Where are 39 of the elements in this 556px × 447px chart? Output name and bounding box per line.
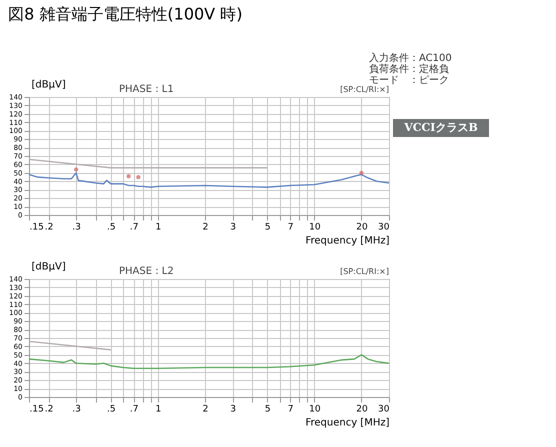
x-tick-label: 5	[264, 404, 271, 414]
x-tick-label: 3	[230, 222, 236, 232]
x-tick-label: 2	[202, 222, 208, 232]
x-tick-label: 2	[202, 404, 208, 414]
text: モード ：ピーク	[369, 75, 449, 86]
text: 負荷条件：定格負	[369, 63, 449, 75]
text: VCCIクラスB	[403, 121, 478, 134]
x-tick-label: 10	[309, 404, 321, 414]
x-tick-label: .2	[44, 222, 54, 232]
x-tick-label: 3	[230, 404, 236, 414]
y-axis-title: [dBμV]	[32, 80, 66, 90]
y-axis-title: [dBμV]	[32, 262, 66, 272]
x-tick-label: 7	[288, 222, 294, 232]
text: 入力条件：AC100	[369, 52, 452, 64]
text: [SP:CL/RI:×]	[340, 267, 389, 276]
x-tick-label: .15	[30, 222, 44, 232]
x-tick-label: .3	[72, 404, 81, 414]
x-axis-title: Frequency [MHz]	[305, 236, 390, 246]
chart-subtitle: PHASE : L1	[119, 84, 174, 95]
x-tick-label: 10	[309, 222, 321, 232]
x-tick-label: .5	[107, 404, 116, 414]
text: [SP:CL/RI:×]	[340, 85, 389, 94]
x-tick-label: .5	[107, 222, 116, 232]
x-tick-label: 1	[156, 222, 162, 232]
x-tick-label: 30	[378, 404, 390, 414]
x-tick-label: 1	[156, 404, 162, 414]
x-tick-label: 20	[356, 404, 368, 414]
x-tick-label: 7	[288, 404, 294, 414]
x-tick-label: .15	[30, 404, 44, 414]
x-tick-label: .3	[72, 222, 81, 232]
chart-subtitle: PHASE : L2	[119, 266, 174, 277]
x-tick-label: .2	[44, 404, 54, 414]
x-tick-label: 20	[356, 222, 368, 232]
chart-title: 図8 雑音端子電圧特性(100V 時)	[8, 4, 242, 24]
x-tick-label: 5	[264, 222, 271, 232]
x-tick-label: .7	[130, 404, 138, 414]
x-tick-label: 30	[378, 222, 390, 232]
x-tick-label: .7	[130, 222, 138, 232]
x-axis-title: Frequency [MHz]	[305, 418, 390, 428]
